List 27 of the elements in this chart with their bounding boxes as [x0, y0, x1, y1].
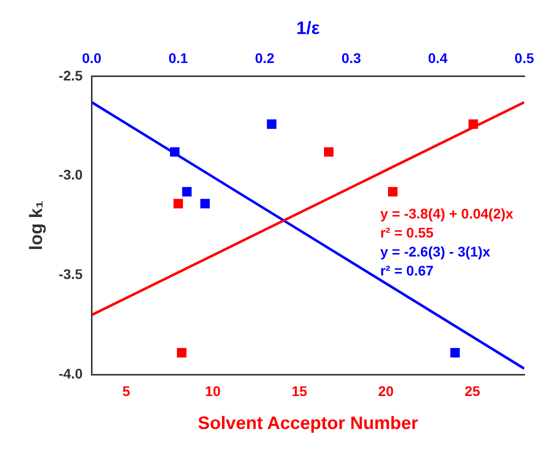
annotation: y = -3.8(4) + 0.04(2)x: [380, 205, 514, 222]
annotation: y = -2.6(3) - 3(1)x: [380, 243, 491, 260]
point: [324, 147, 334, 157]
y-tick-label: -3.0: [58, 166, 83, 183]
x-tick-label: 15: [292, 382, 308, 399]
x2-tick-label: 0.4: [428, 50, 448, 66]
x-axis-title: Solvent Acceptor Number: [198, 413, 418, 434]
point: [388, 186, 398, 196]
x2-tick-label: 0.1: [168, 50, 188, 66]
x2-axis-title: 1/ε: [296, 18, 320, 38]
point: [176, 348, 186, 358]
y-tick-label: -2.5: [58, 67, 83, 84]
annotation: r² = 0.55: [380, 224, 434, 240]
point: [173, 198, 183, 208]
x-tick-label: 20: [378, 382, 394, 399]
x-tick-label: 25: [464, 382, 480, 399]
x-tick-label: 10: [205, 382, 221, 399]
x2-tick-label: 0.0: [82, 50, 102, 66]
x2-tick-label: 0.5: [514, 50, 534, 66]
y-tick-label: -4.0: [58, 365, 83, 382]
y-axis-title: log k₁: [26, 200, 46, 250]
y-tick-label: -3.5: [58, 266, 83, 282]
x2-tick-label: 0.3: [342, 50, 362, 66]
x-tick-label: 5: [122, 382, 130, 399]
point: [468, 119, 478, 129]
x2-tick-label: 0.2: [255, 50, 275, 66]
annotation: r² = 0.67: [380, 262, 434, 278]
